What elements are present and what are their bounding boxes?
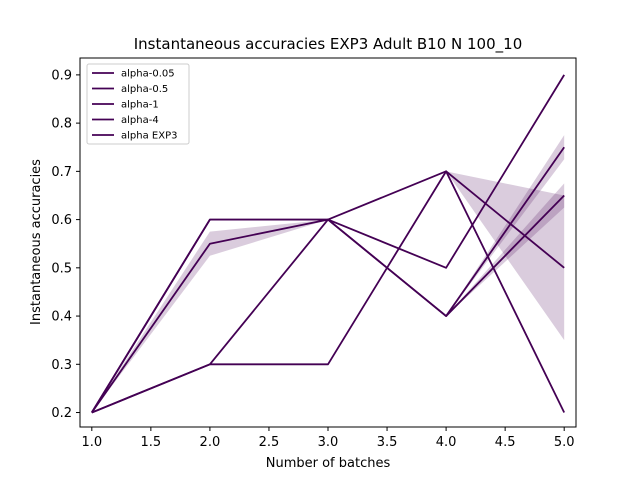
legend-label-alpha-exp3: alpha EXP3: [121, 131, 177, 142]
x-tick-label: 4.5: [495, 435, 516, 450]
legend-label-alpha-0-05: alpha-0.05: [121, 69, 175, 80]
band-alpha-0-5: [91, 135, 565, 413]
x-tick-label: 2.5: [259, 435, 280, 450]
legend-label-alpha-1: alpha-1: [121, 100, 159, 111]
x-tick-label: 2.0: [200, 435, 221, 450]
line-alpha-exp3: [91, 194, 565, 413]
y-tick-label: 0.7: [51, 165, 72, 180]
y-tick-label: 0.3: [51, 358, 72, 373]
y-tick-label: 0.8: [51, 117, 72, 132]
legend-label-alpha-0-5: alpha-0.5: [121, 84, 168, 95]
y-tick-label: 0.4: [51, 310, 72, 325]
y-axis-title: Instantaneous accuracies: [29, 159, 44, 325]
series-lines: [91, 74, 565, 414]
x-tick-label: 4.0: [436, 435, 457, 450]
x-tick-label: 3.5: [377, 435, 398, 450]
y-tick-label: 0.9: [51, 68, 72, 83]
confidence-bands: [91, 135, 565, 413]
x-axis-ticks: 1.0 1.5 2.0 2.5 3.0 3.5 4.0 4.5 5.0: [81, 427, 575, 450]
x-tick-label: 1.5: [141, 435, 162, 450]
legend: alpha-0.05 alpha-0.5 alpha-1 alpha-4 alpha E…: [86, 63, 190, 145]
x-tick-label: 3.0: [318, 435, 339, 450]
y-tick-label: 0.5: [51, 261, 72, 276]
y-tick-label: 0.2: [51, 406, 72, 421]
y-tick-label: 0.6: [51, 213, 72, 228]
x-axis-title: Number of batches: [266, 456, 391, 471]
x-tick-label: 5.0: [554, 435, 575, 450]
chart-title: Instantaneous accuracies EXP3 Adult B10 …: [134, 35, 522, 54]
legend-label-alpha-4: alpha-4: [121, 115, 159, 126]
x-tick-label: 1.0: [81, 435, 102, 450]
band-alpha-1: [91, 171, 565, 413]
legend-frame: [86, 63, 190, 145]
y-axis-ticks: 0.2 0.3 0.4 0.5 0.6 0.7 0.8 0.9: [51, 68, 80, 421]
